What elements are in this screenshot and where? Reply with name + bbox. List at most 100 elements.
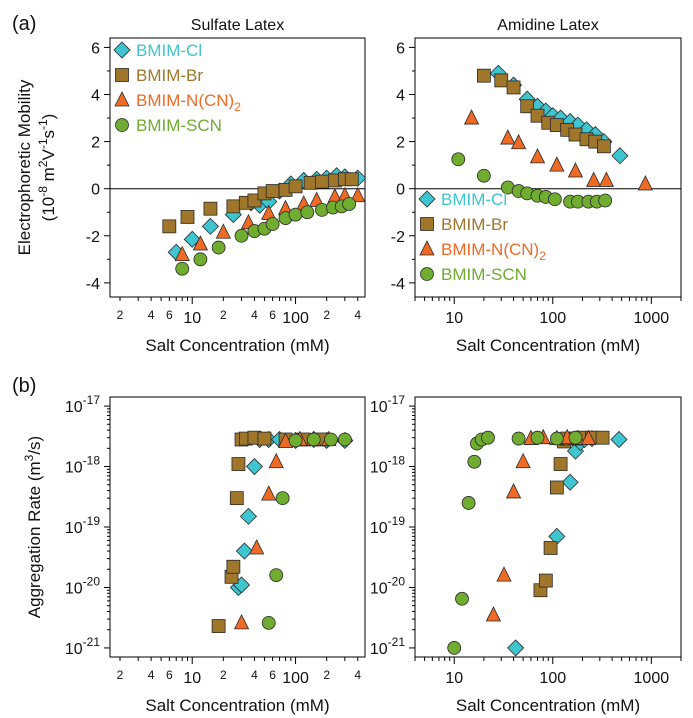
x-tick-label: 100 [282,310,309,327]
series-circle [175,197,357,276]
data-point [451,152,466,167]
data-point [350,186,366,203]
data-point [481,430,495,445]
y-tick-label: 10-18 [65,454,100,477]
data-point [494,73,509,88]
data-point [447,641,462,655]
y-tick-label: 6 [91,40,100,57]
x-minor-tick-label: 2 [117,308,124,322]
data-point [265,184,280,198]
data-point [288,433,303,448]
legend-label: BMIM-Br [441,215,508,234]
x-minor-tick-label: 4 [251,668,258,682]
data-point [506,80,521,95]
data-point [549,480,564,495]
data-point [245,457,264,476]
data-point [183,230,201,248]
data-point [337,432,352,447]
plot-frame [109,37,366,298]
data-point [201,217,219,235]
series-circle [451,152,613,209]
x-minor-tick-label: 6 [166,308,173,322]
data-point [306,432,321,447]
legend-label: BMIM-N(CN)2 [441,240,546,263]
data-point [229,491,244,506]
y-tick-label: 10-19 [370,514,405,537]
data-point [586,171,602,187]
series-circle [261,432,352,630]
series-triangle [463,109,654,191]
data-point [463,109,480,125]
data-point [561,473,579,491]
legend-marker [419,240,435,256]
x-tick-label: 1000 [634,310,670,327]
data-point [530,430,545,445]
legend-marker [113,41,131,59]
y-tick-label: 10-21 [65,635,100,658]
series-circle [447,430,583,655]
y-tick-label: 10-20 [370,574,405,597]
legend-marker [418,190,436,208]
data-point [510,133,527,150]
data-point [248,539,265,555]
data-point [265,217,280,231]
x-minor-tick-label: 6 [269,308,276,322]
y-axis-label: Aggregation Rate (m3/s) [22,436,44,618]
legend: BMIM-Cl BMIM-Br BMIM-N(CN)2 BMIM-SCN [418,190,546,284]
legend-label: BMIM-Br [136,66,203,85]
data-point [257,431,272,446]
series-triangle [233,430,337,630]
data-point [511,431,526,446]
legend-label: BMIM-SCN [441,265,527,284]
legend-marker [115,68,129,82]
legend-marker [114,91,130,107]
data-point [595,430,610,445]
x-minor-tick-label: 2 [323,668,330,682]
data-point [611,147,629,165]
x-minor-tick-label: 6 [269,668,276,682]
series-square [211,430,329,633]
data-point [485,606,502,622]
chart-a-right: Amidine Latex -4 -2 0 2 4 6 10 100 1000 Salt Conce… [391,17,682,355]
data-point [637,175,654,191]
data-point [193,252,208,267]
panel-tag-b: (b) [12,375,36,397]
x-tick-label: 1000 [634,670,670,687]
data-point [233,613,250,630]
x-minor-tick-label: 2 [220,668,227,682]
data-point [192,235,209,251]
legend-marker [420,267,434,281]
data-point [515,452,531,469]
data-point [549,431,564,446]
series-square [162,172,359,234]
data-point [596,139,611,154]
x-tick-label: 10 [183,310,201,327]
data-point [315,174,329,189]
data-point [324,432,338,447]
data-point [529,148,546,164]
legend-marker [420,217,434,231]
x-axis-label: Salt Concentration (mM) [145,696,329,715]
x-minor-tick-label: 6 [166,668,173,682]
data-point [476,168,491,183]
panel-tag-a: (a) [12,13,36,35]
data-point [553,457,568,471]
y-tick-label: 10-18 [370,454,405,477]
data-point [467,454,482,469]
x-tick-label: 10 [445,670,463,687]
chart-title: Amidine Latex [497,17,598,34]
data-point [538,573,553,588]
legend-label: BMIM-N(CN)2 [136,91,241,114]
x-minor-tick-label: 4 [148,668,155,682]
data-point [598,171,615,187]
y-tick-label: -2 [391,229,405,246]
chart-b-right: 10-21 10-20 10-19 10-18 10-17 10 100 1000 Salt C… [370,393,682,715]
data-point [461,496,476,510]
y-axis-unit: (10-8 m2V-1s-1) [36,114,58,222]
data-point [261,615,276,630]
x-minor-tick-label: 4 [354,308,361,322]
data-point [261,485,277,501]
data-point [549,156,565,172]
x-minor-tick-label: 4 [148,308,155,322]
